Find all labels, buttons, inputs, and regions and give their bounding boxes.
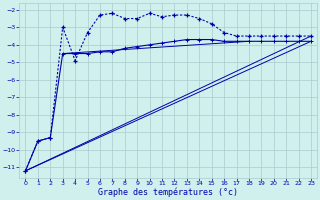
X-axis label: Graphe des températures (°c): Graphe des températures (°c) — [98, 188, 238, 197]
